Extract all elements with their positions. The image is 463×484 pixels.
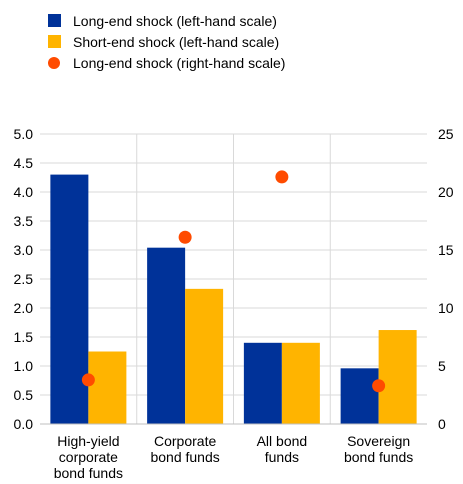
left-axis-tick-label: 2.5 <box>14 271 34 287</box>
right-axis-tick-label: 25 <box>438 126 454 142</box>
left-axis-tick-label: 3.5 <box>14 213 34 229</box>
bar-long-end-left <box>50 174 89 424</box>
right-axis-tick-label: 0 <box>438 416 446 432</box>
left-axis-tick-label: 3.0 <box>14 242 34 258</box>
bar-short-end-left <box>88 351 127 424</box>
chart-legend: Long-end shock (left-hand scale) Short-e… <box>48 10 285 73</box>
category-label: bond funds <box>344 449 413 465</box>
legend-label-short-end-left: Short-end shock (left-hand scale) <box>73 33 280 50</box>
legend-item-long-end-left: Long-end shock (left-hand scale) <box>48 10 285 31</box>
category-label: corporate <box>59 449 118 465</box>
bar-short-end-left <box>378 330 417 424</box>
legend-label-long-end-right: Long-end shock (right-hand scale) <box>73 54 286 71</box>
right-axis-tick-label: 15 <box>438 242 454 258</box>
left-axis-tick-label: 1.5 <box>14 329 34 345</box>
category-label: All bond <box>257 433 308 449</box>
left-axis-tick-label: 1.0 <box>14 358 34 374</box>
left-axis-tick-label: 2.0 <box>14 300 34 316</box>
dot-long-end-right <box>372 379 386 393</box>
right-axis-tick-label: 20 <box>438 184 454 200</box>
category-label: bond funds <box>54 465 123 481</box>
left-axis-tick-label: 4.5 <box>14 155 34 171</box>
left-axis-tick-label: 4.0 <box>14 184 34 200</box>
right-axis-tick-label: 5 <box>438 358 446 374</box>
legend-swatch-short-end-left <box>48 35 61 48</box>
bar-short-end-left <box>281 342 320 424</box>
right-axis-tick-label: 10 <box>438 300 454 316</box>
legend-swatch-long-end-left <box>48 14 61 27</box>
category-label: bond funds <box>150 449 219 465</box>
category-label: High-yield <box>57 433 119 449</box>
left-axis-tick-label: 5.0 <box>14 126 34 142</box>
category-label: Sovereign <box>347 433 410 449</box>
bar-long-end-left <box>340 368 379 424</box>
left-axis-tick-label: 0.0 <box>14 416 34 432</box>
legend-label-long-end-left: Long-end shock (left-hand scale) <box>73 12 277 29</box>
legend-dot-long-end-right <box>48 56 60 69</box>
bar-long-end-left <box>147 247 186 424</box>
category-label: Corporate <box>154 433 216 449</box>
bar-long-end-left <box>243 342 282 424</box>
dot-long-end-right <box>178 230 192 244</box>
dot-long-end-right <box>275 170 289 184</box>
left-axis-tick-label: 0.5 <box>14 387 34 403</box>
legend-item-short-end-left: Short-end shock (left-hand scale) <box>48 31 285 52</box>
category-label: funds <box>265 449 299 465</box>
legend-item-long-end-right: Long-end shock (right-hand scale) <box>48 52 285 73</box>
dot-long-end-right <box>81 373 95 387</box>
bar-short-end-left <box>185 288 224 424</box>
